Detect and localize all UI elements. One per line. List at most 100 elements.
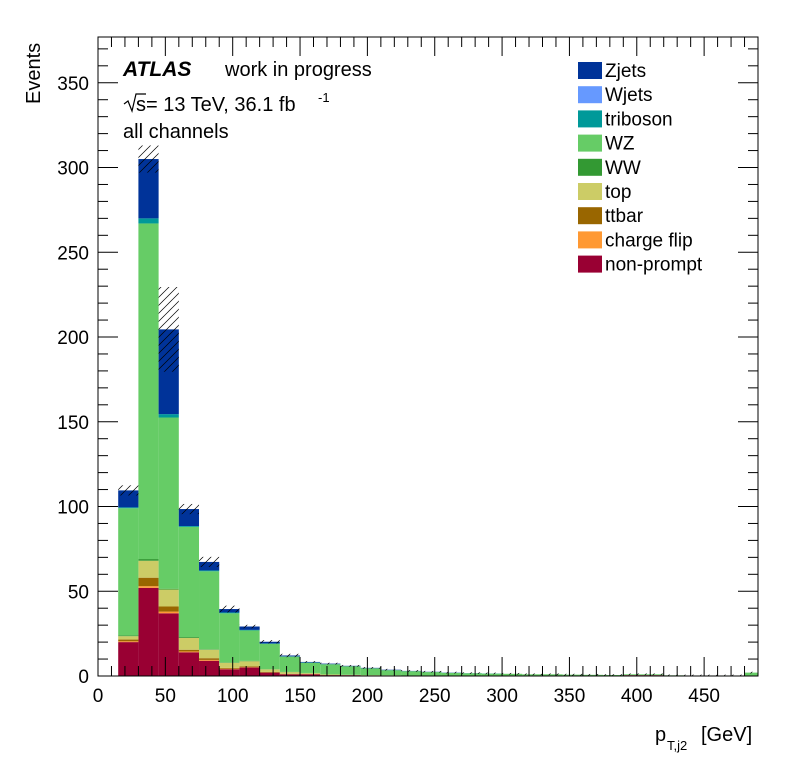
y-tick-label-350: 350: [57, 74, 89, 95]
legend-swatch-charge-flip: [578, 231, 602, 249]
legend-item-top: top: [578, 182, 631, 203]
bar-WZ-bin-11: [340, 666, 361, 675]
uncertainty-band-bin-26: [643, 673, 664, 676]
bar-top-bin-0: [118, 636, 139, 640]
bar-WZ-bin-14: [401, 671, 422, 676]
uncertainty-band-bin-16: [441, 671, 462, 674]
bar-WZ-bin-2: [158, 417, 179, 589]
bar-charge-flip-bin-5: [219, 668, 240, 670]
bar-charge-flip-bin-3: [178, 651, 200, 653]
y-axis-title: Events: [23, 43, 45, 104]
legend-item-non-prompt: non-prompt: [578, 255, 703, 276]
x-tick-label-150: 150: [284, 686, 316, 707]
bar-top-bin-2: [158, 589, 179, 607]
legend-item-WW: WW: [578, 158, 641, 179]
bar-top-bin-8: [279, 672, 301, 674]
uncertainty-band-bin-20: [522, 673, 543, 676]
uncertainty-band-bin-24: [603, 674, 624, 676]
legend-swatch-Zjets: [578, 62, 602, 79]
legend-item-WZ: WZ: [578, 134, 635, 155]
bar-WZ-bin-19: [502, 673, 523, 676]
legend-label-triboson: triboson: [605, 109, 673, 130]
y-tick-label-0: 0: [78, 667, 89, 688]
bar-non-prompt-bin-9: [300, 674, 321, 676]
uncertainty-band-bin-3: [178, 503, 200, 515]
legend-label-ttbar: ttbar: [605, 206, 644, 227]
channel-label: all channels: [123, 121, 229, 143]
bar-WZ-bin-18: [481, 673, 503, 676]
bar-triboson-bin-1: [138, 218, 159, 224]
bar-non-prompt-bin-7: [259, 672, 280, 676]
axis-ticks: [97, 37, 759, 677]
bar-WZ-bin-5: [219, 613, 240, 663]
y-tick-label-300: 300: [57, 159, 89, 180]
legend-label-Zjets: Zjets: [605, 61, 646, 82]
uncertainty-band-bin-19: [502, 672, 523, 675]
uncertainty-band-bin-4: [199, 556, 220, 568]
bar-non-prompt-bin-6: [239, 667, 260, 676]
uncertainty-band-bin-9: [300, 661, 321, 663]
x-tick-label-300: 300: [486, 686, 518, 707]
legend-swatch-WW: [578, 158, 602, 176]
bar-ttbar-bin-5: [219, 667, 240, 669]
bar-ttbar-bin-3: [178, 649, 200, 652]
bar-top-bin-7: [259, 669, 280, 672]
bar-WZ-bin-8: [279, 656, 301, 672]
bar-WW-bin-4: [199, 649, 220, 650]
legend-label-Wjets: Wjets: [605, 85, 653, 106]
bar-WW-bin-3: [178, 637, 200, 638]
bar-ttbar-bin-6: [239, 666, 260, 668]
bar-WW-bin-2: [158, 588, 179, 590]
uncertainty-band-bin-17: [461, 672, 482, 674]
legend-swatch-ttbar: [578, 207, 602, 225]
bar-WZ-bin-15: [421, 672, 442, 676]
uncertainty-band-bin-10: [320, 662, 341, 665]
legend-item-Wjets: Wjets: [578, 85, 653, 106]
status-label: work in progress: [224, 59, 372, 81]
bar-triboson-bin-6: [239, 629, 260, 631]
bar-WZ-bin-16: [441, 672, 462, 676]
bar-WZ-bin-4: [199, 571, 220, 650]
uncertainty-band-bin-31: [744, 671, 758, 674]
legend-label-WW: WW: [605, 158, 641, 179]
bar-WZ-bin-6: [239, 630, 260, 661]
bar-WZ-bin-10: [320, 664, 341, 675]
bar-top-bin-4: [199, 649, 220, 659]
legend-label-top: top: [605, 182, 631, 203]
uncertainty-band-bin-28: [683, 674, 705, 676]
bar-ttbar-bin-4: [199, 658, 220, 660]
uncertainty-band-bin-8: [279, 653, 301, 658]
x-axis-title-subscript: T,j2: [667, 738, 687, 753]
axis-tick-labels: 0 50 100 150 200 250 300 350 400 450 0 50 100 150 200 2…: [57, 74, 720, 707]
bar-WZ-bin-0: [118, 508, 139, 636]
x-tick-label-50: 50: [155, 686, 176, 707]
bar-WZ-bin-17: [461, 673, 482, 676]
sqrt-icon: [123, 93, 146, 113]
uncertainty-band-bin-0: [118, 485, 139, 496]
legend-label-non-prompt: non-prompt: [605, 255, 703, 276]
energy-symbol: s: [136, 94, 146, 116]
x-tick-label-350: 350: [554, 686, 586, 707]
x-tick-label-400: 400: [621, 686, 653, 707]
lumi-exponent: -1: [318, 90, 330, 105]
bar-WW-bin-1: [138, 559, 159, 561]
bar-non-prompt-bin-4: [199, 660, 220, 676]
bar-top-bin-1: [138, 560, 159, 578]
energy-text: = 13 TeV, 36.1 fb: [146, 94, 296, 116]
bar-triboson-bin-4: [199, 570, 220, 572]
legend-label-WZ: WZ: [605, 134, 635, 155]
legend-item-triboson: triboson: [578, 109, 673, 130]
x-tick-label-250: 250: [419, 686, 451, 707]
bar-non-prompt-bin-5: [219, 669, 240, 676]
bar-non-prompt-bin-3: [178, 652, 200, 676]
uncertainty-band-bin-27: [663, 674, 684, 676]
uncertainty-band-bin-11: [340, 664, 361, 667]
bar-WZ-bin-13: [380, 670, 402, 676]
x-tick-label-450: 450: [688, 686, 720, 707]
uncertainty-band-bin-15: [421, 670, 442, 673]
uncertainty-band-bin-2: [158, 287, 179, 372]
bar-triboson-bin-0: [118, 507, 139, 509]
legend-item-Zjets: Zjets: [578, 61, 646, 82]
uncertainty-band-bin-13: [380, 668, 402, 671]
